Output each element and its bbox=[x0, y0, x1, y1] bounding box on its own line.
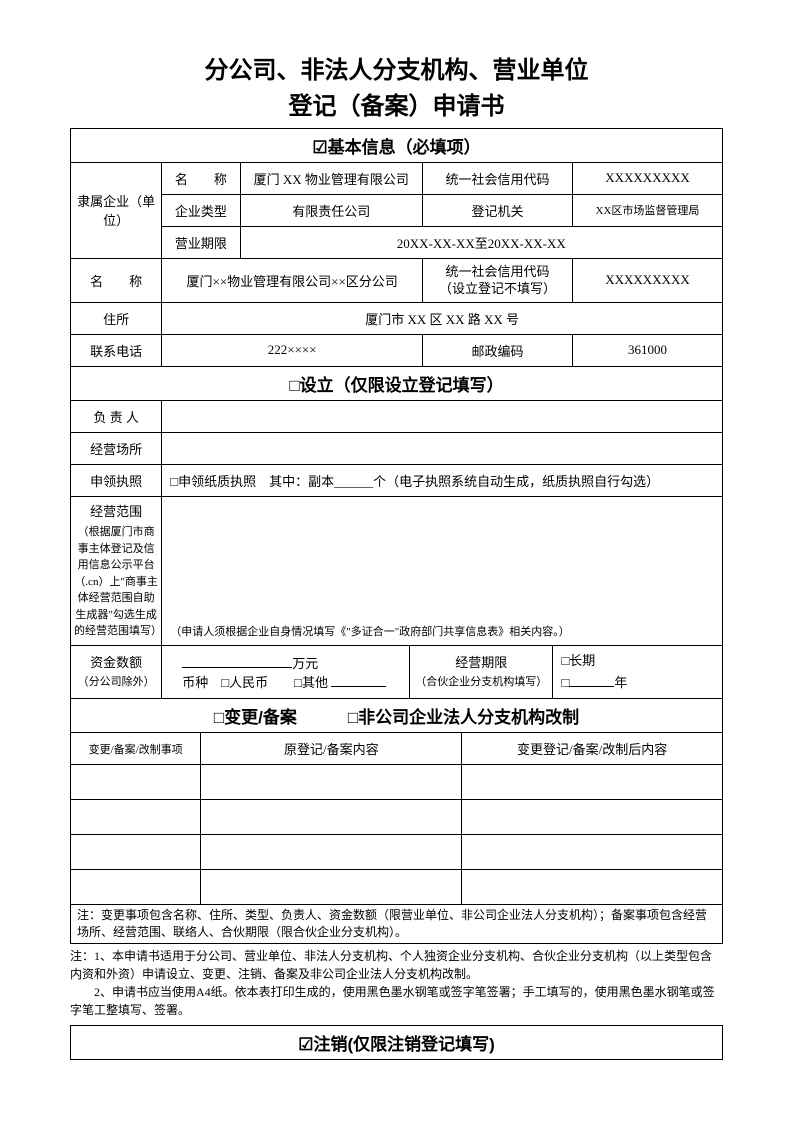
biz-period-label: 营业期限 bbox=[162, 226, 240, 258]
capital-value[interactable]: 万元 币种 □人民币 □其他 bbox=[162, 645, 410, 698]
section-establish-header: □设立（仅限设立登记填写） bbox=[71, 366, 723, 400]
change-table: □变更/备案 □非公司企业法人分支机构改制 变更/备案/改制事项 原登记/备案内… bbox=[70, 698, 723, 944]
change-row-3[interactable] bbox=[71, 835, 723, 870]
license-label: 申领执照 bbox=[71, 464, 162, 496]
document-title-line2: 登记（备案）申请书 bbox=[70, 91, 723, 123]
branch-usci-label: 统一社会信用代码 （设立登记不填写） bbox=[423, 258, 573, 302]
reg-authority-value: XX区市场监督管理局 bbox=[573, 194, 723, 226]
section-basic-header: ☑基本信息（必填项） bbox=[71, 128, 723, 162]
enterprise-type-label: 企业类型 bbox=[162, 194, 240, 226]
capital-label: 资金数额 （分公司除外） bbox=[71, 645, 162, 698]
responsible-person-label: 负 责 人 bbox=[71, 400, 162, 432]
business-scope-value[interactable]: （申请人须根据企业自身情况填写《"多证合一"政府部门共享信息表》相关内容。） bbox=[162, 496, 723, 645]
name-label: 名 称 bbox=[162, 162, 240, 194]
basic-info-table: ☑基本信息（必填项） 隶属企业（单 位） 名 称 厦门 XX 物业管理有限公司 … bbox=[70, 128, 723, 367]
parent-name-value: 厦门 XX 物业管理有限公司 bbox=[240, 162, 423, 194]
address-value: 厦门市 XX 区 XX 路 XX 号 bbox=[162, 302, 723, 334]
outside-notes: 注：1、本申请书适用于分公司、营业单位、非法人分支机构、个人独资企业分支机构、合… bbox=[70, 947, 723, 1019]
business-scope-label: 经营范围 （根据厦门市商事主体登记及信用信息公示平台（.cn）上"商事主体经营范… bbox=[71, 496, 162, 645]
postcode-label: 邮政编码 bbox=[423, 334, 573, 366]
op-period-label: 经营期限 （合伙企业分支机构填写） bbox=[410, 645, 553, 698]
license-content[interactable]: □申领纸质执照 其中：副本______个（电子执照系统自动生成，纸质执照自行勾选… bbox=[162, 464, 723, 496]
enterprise-type-value: 有限责任公司 bbox=[240, 194, 423, 226]
postcode-value: 361000 bbox=[573, 334, 723, 366]
establish-table: □设立（仅限设立登记填写） 负 责 人 经营场所 申领执照 □申领纸质执照 其中… bbox=[70, 366, 723, 699]
branch-name-label: 名 称 bbox=[71, 258, 162, 302]
phone-label: 联系电话 bbox=[71, 334, 162, 366]
section-change-header: □变更/备案 □非公司企业法人分支机构改制 bbox=[71, 699, 723, 733]
biz-place-value[interactable] bbox=[162, 432, 723, 464]
change-col3-header: 变更登记/备案/改制后内容 bbox=[462, 733, 723, 765]
address-label: 住所 bbox=[71, 302, 162, 334]
reg-authority-label: 登记机关 bbox=[423, 194, 573, 226]
phone-value: 222×××× bbox=[162, 334, 423, 366]
usci-label: 统一社会信用代码 bbox=[423, 162, 573, 194]
change-row-4[interactable] bbox=[71, 870, 723, 905]
change-row-2[interactable] bbox=[71, 800, 723, 835]
branch-usci-value: XXXXXXXXX bbox=[573, 258, 723, 302]
document-title-line1: 分公司、非法人分支机构、营业单位 bbox=[70, 55, 723, 87]
change-note: 注：变更事项包含名称、住所、类型、负责人、资金数额（限营业单位、非公司企业法人分… bbox=[71, 905, 723, 944]
change-row-1[interactable] bbox=[71, 765, 723, 800]
biz-period-value: 20XX-XX-XX至20XX-XX-XX bbox=[240, 226, 723, 258]
parent-usci-value: XXXXXXXXX bbox=[573, 162, 723, 194]
responsible-person-value[interactable] bbox=[162, 400, 723, 432]
change-col2-header: 原登记/备案内容 bbox=[201, 733, 462, 765]
op-period-value[interactable]: □长期 □年 bbox=[553, 645, 723, 698]
branch-name-value: 厦门××物业管理有限公司××区分公司 bbox=[162, 258, 423, 302]
parent-enterprise-label: 隶属企业（单 位） bbox=[71, 162, 162, 258]
cancel-table: ☑注销(仅限注销登记填写) bbox=[70, 1025, 723, 1060]
biz-place-label: 经营场所 bbox=[71, 432, 162, 464]
change-col1-header: 变更/备案/改制事项 bbox=[71, 733, 201, 765]
section-cancel-header: ☑注销(仅限注销登记填写) bbox=[71, 1025, 723, 1059]
